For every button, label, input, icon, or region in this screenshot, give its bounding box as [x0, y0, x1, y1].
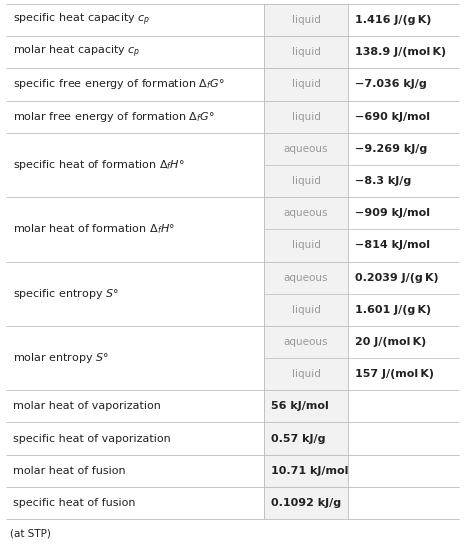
Text: 0.1092 kJ/g: 0.1092 kJ/g: [271, 498, 341, 508]
Text: aqueous: aqueous: [284, 273, 328, 283]
Bar: [6, 133, 264, 197]
Bar: [348, 422, 459, 455]
Text: specific heat of formation $\Delta_f H°$: specific heat of formation $\Delta_f H°$: [13, 158, 185, 172]
Bar: [6, 390, 264, 422]
Text: −814 kJ/mol: −814 kJ/mol: [355, 240, 430, 250]
Text: molar heat capacity $c_p$: molar heat capacity $c_p$: [13, 44, 140, 60]
Text: liquid: liquid: [292, 176, 320, 186]
Text: specific heat of fusion: specific heat of fusion: [13, 498, 135, 508]
Text: −9.269 kJ/g: −9.269 kJ/g: [355, 144, 427, 154]
Bar: [6, 36, 264, 69]
Bar: [348, 4, 459, 36]
Bar: [6, 487, 264, 519]
Bar: [348, 326, 459, 390]
Bar: [6, 100, 264, 133]
Bar: [264, 69, 348, 100]
Bar: [264, 197, 348, 261]
Text: 56 kJ/mol: 56 kJ/mol: [271, 401, 329, 411]
Text: molar free energy of formation $\Delta_f G°$: molar free energy of formation $\Delta_f…: [13, 110, 215, 124]
Bar: [264, 4, 348, 36]
Bar: [264, 455, 348, 487]
Text: liquid: liquid: [292, 369, 320, 379]
Text: liquid: liquid: [292, 305, 320, 315]
Bar: [348, 390, 459, 422]
Bar: [264, 487, 348, 519]
Text: aqueous: aqueous: [284, 208, 328, 218]
Text: −690 kJ/mol: −690 kJ/mol: [355, 111, 430, 122]
Text: 0.2039 J/(g K): 0.2039 J/(g K): [355, 273, 438, 283]
Bar: [348, 487, 459, 519]
Text: −8.3 kJ/g: −8.3 kJ/g: [355, 176, 411, 186]
Bar: [264, 422, 348, 455]
Bar: [6, 422, 264, 455]
Text: 0.57 kJ/g: 0.57 kJ/g: [271, 434, 325, 444]
Bar: [6, 69, 264, 100]
Bar: [6, 261, 264, 326]
Bar: [264, 326, 348, 390]
Bar: [6, 4, 264, 36]
Bar: [264, 36, 348, 69]
Text: liquid: liquid: [292, 15, 320, 25]
Text: molar heat of fusion: molar heat of fusion: [13, 466, 126, 476]
Text: molar entropy $S°$: molar entropy $S°$: [13, 351, 109, 365]
Bar: [348, 455, 459, 487]
Bar: [264, 100, 348, 133]
Bar: [348, 133, 459, 197]
Text: 1.416 J/(g K): 1.416 J/(g K): [355, 15, 432, 25]
Text: specific heat capacity $c_p$: specific heat capacity $c_p$: [13, 12, 150, 29]
Bar: [348, 36, 459, 69]
Text: 1.601 J/(g K): 1.601 J/(g K): [355, 305, 431, 315]
Text: 157 J/(mol K): 157 J/(mol K): [355, 369, 434, 379]
Text: (at STP): (at STP): [10, 529, 51, 539]
Text: −7.036 kJ/g: −7.036 kJ/g: [355, 80, 427, 89]
Text: specific heat of vaporization: specific heat of vaporization: [13, 434, 171, 444]
Bar: [348, 261, 459, 326]
Bar: [6, 455, 264, 487]
Bar: [348, 197, 459, 261]
Text: specific free energy of formation $\Delta_f G°$: specific free energy of formation $\Delt…: [13, 77, 225, 92]
Bar: [6, 197, 264, 261]
Text: molar heat of formation $\Delta_f H°$: molar heat of formation $\Delta_f H°$: [13, 222, 175, 236]
Text: aqueous: aqueous: [284, 144, 328, 154]
Text: liquid: liquid: [292, 111, 320, 122]
Bar: [264, 390, 348, 422]
Text: −909 kJ/mol: −909 kJ/mol: [355, 208, 430, 218]
Text: 10.71 kJ/mol: 10.71 kJ/mol: [271, 466, 348, 476]
Bar: [264, 261, 348, 326]
Text: specific entropy $S°$: specific entropy $S°$: [13, 287, 119, 301]
Bar: [348, 69, 459, 100]
Text: liquid: liquid: [292, 80, 320, 89]
Text: 20 J/(mol K): 20 J/(mol K): [355, 337, 426, 347]
Text: 138.9 J/(mol K): 138.9 J/(mol K): [355, 47, 446, 57]
Text: liquid: liquid: [292, 47, 320, 57]
Bar: [348, 100, 459, 133]
Text: molar heat of vaporization: molar heat of vaporization: [13, 401, 161, 411]
Bar: [6, 326, 264, 390]
Bar: [264, 133, 348, 197]
Text: aqueous: aqueous: [284, 337, 328, 347]
Text: liquid: liquid: [292, 240, 320, 250]
